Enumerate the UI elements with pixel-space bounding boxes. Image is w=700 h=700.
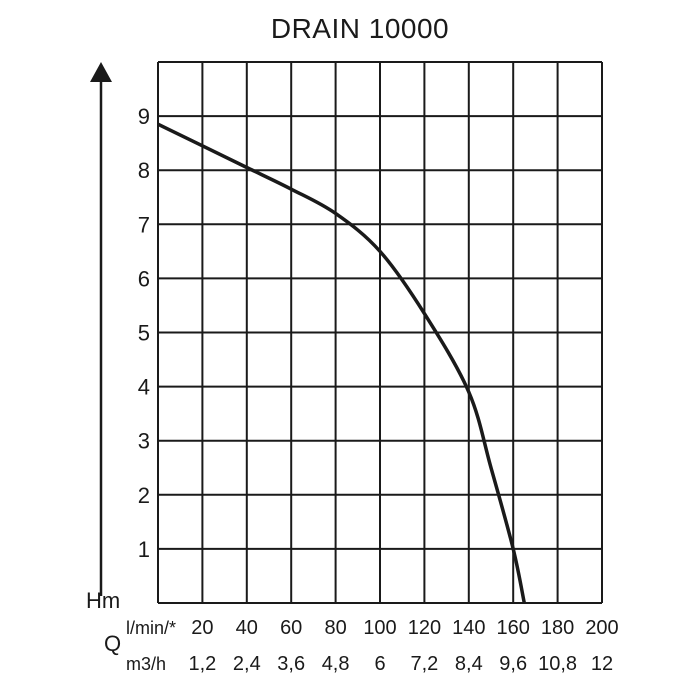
- x-tick-label-lmin: 20: [191, 617, 213, 639]
- pump-curve-line: [157, 122, 527, 604]
- y-axis-arrow: [90, 62, 112, 596]
- x-tick-label-m3h: 9,6: [499, 653, 527, 675]
- y-axis-label: Hm: [86, 588, 120, 613]
- x-tick-label-lmin: 120: [408, 617, 441, 639]
- y-tick-label: 4: [138, 375, 150, 400]
- x-tick-label-lmin: 60: [280, 617, 302, 639]
- y-tick-label: 7: [138, 212, 150, 237]
- y-tick-label: 5: [138, 321, 150, 346]
- x-tick-label-lmin: 160: [497, 617, 530, 639]
- x-tick-label-lmin: 180: [541, 617, 574, 639]
- x-tick-label-lmin: 80: [324, 617, 346, 639]
- y-tick-label: 6: [138, 266, 150, 291]
- x-axis-label: Q: [104, 631, 121, 656]
- x-tick-label-m3h: 1,2: [188, 653, 216, 675]
- x-tick-label-m3h: 10,8: [538, 653, 577, 675]
- y-tick-label: 8: [138, 158, 150, 183]
- x-tick-label-lmin: 100: [363, 617, 396, 639]
- chart-grid: [157, 61, 603, 604]
- x-tick-label-m3h: 6: [374, 653, 385, 675]
- x-unit-lmin: l/min/*: [126, 618, 176, 638]
- y-tick-label: 2: [138, 483, 150, 508]
- arrow-up-icon: [90, 62, 112, 82]
- x-tick-label-m3h: 4,8: [322, 653, 350, 675]
- y-tick-label: 1: [138, 537, 150, 562]
- y-tick-labels: 9 8 7 6 5 4 3 2 1: [138, 104, 150, 562]
- x-tick-label-m3h: 12: [591, 653, 613, 675]
- x-tick-labels-lmin: 20 40 60 80 100 120 140 160 180 200: [191, 617, 618, 639]
- chart-title: DRAIN 10000: [271, 13, 449, 44]
- x-tick-label-m3h: 2,4: [233, 653, 261, 675]
- x-unit-m3h: m3/h: [126, 654, 166, 674]
- x-tick-label-m3h: 8,4: [455, 653, 483, 675]
- x-tick-label-lmin: 140: [452, 617, 485, 639]
- y-tick-label: 9: [138, 104, 150, 129]
- x-tick-label-lmin: 200: [585, 617, 618, 639]
- x-tick-label-m3h: 3,6: [277, 653, 305, 675]
- x-tick-label-lmin: 40: [236, 617, 258, 639]
- x-tick-labels-m3h: 1,2 2,4 3,6 4,8 6 7,2 8,4 9,6 10,8 12: [188, 653, 613, 675]
- x-tick-label-m3h: 7,2: [410, 653, 438, 675]
- y-tick-label: 3: [138, 429, 150, 454]
